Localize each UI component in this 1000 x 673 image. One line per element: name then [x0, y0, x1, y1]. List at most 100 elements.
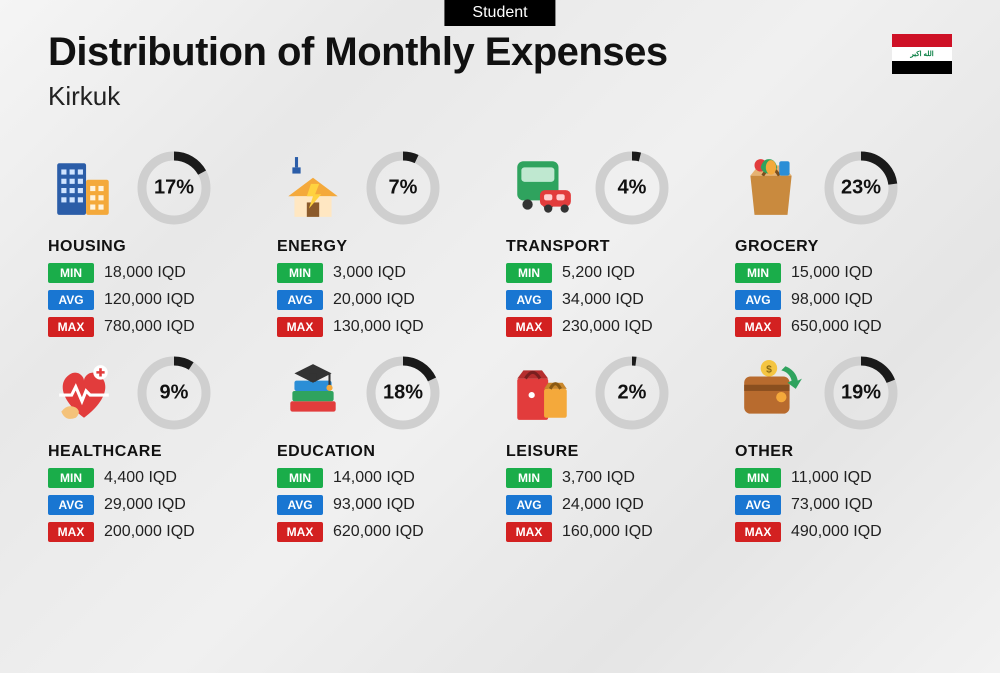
transport-icon — [506, 152, 578, 224]
max-label: MAX — [277, 317, 323, 337]
percent-value: 18% — [383, 382, 423, 405]
min-label: MIN — [735, 468, 781, 488]
min-label: MIN — [506, 468, 552, 488]
max-value: 160,000 IQD — [562, 523, 653, 541]
badge: Student — [444, 0, 555, 26]
stat-avg: AVG 29,000 IQD — [48, 495, 265, 515]
avg-value: 120,000 IQD — [104, 291, 195, 309]
min-value: 5,200 IQD — [562, 264, 635, 282]
stat-avg: AVG 98,000 IQD — [735, 290, 952, 310]
stat-min: MIN 14,000 IQD — [277, 468, 494, 488]
min-label: MIN — [48, 263, 94, 283]
min-label: MIN — [277, 263, 323, 283]
avg-value: 24,000 IQD — [562, 496, 644, 514]
stat-avg: AVG 120,000 IQD — [48, 290, 265, 310]
stat-min: MIN 15,000 IQD — [735, 263, 952, 283]
category-card-transport: 4% TRANSPORT MIN 5,200 IQD AVG 34,000 IQ… — [506, 150, 723, 337]
avg-label: AVG — [506, 290, 552, 310]
category-name: ENERGY — [277, 238, 494, 256]
stat-avg: AVG 24,000 IQD — [506, 495, 723, 515]
percent-donut: 7% — [365, 150, 441, 226]
stat-avg: AVG 34,000 IQD — [506, 290, 723, 310]
stat-max: MAX 620,000 IQD — [277, 522, 494, 542]
min-label: MIN — [735, 263, 781, 283]
max-label: MAX — [506, 522, 552, 542]
max-value: 490,000 IQD — [791, 523, 882, 541]
flag-icon: الله اكبر — [892, 34, 952, 74]
percent-donut: 17% — [136, 150, 212, 226]
category-name: TRANSPORT — [506, 238, 723, 256]
avg-value: 98,000 IQD — [791, 291, 873, 309]
stat-min: MIN 3,000 IQD — [277, 263, 494, 283]
percent-value: 19% — [841, 382, 881, 405]
category-card-housing: 17% HOUSING MIN 18,000 IQD AVG 120,000 I… — [48, 150, 265, 337]
avg-label: AVG — [277, 495, 323, 515]
other-icon: $ — [735, 357, 807, 429]
stat-max: MAX 200,000 IQD — [48, 522, 265, 542]
max-value: 650,000 IQD — [791, 318, 882, 336]
max-label: MAX — [48, 317, 94, 337]
max-value: 200,000 IQD — [104, 523, 195, 541]
stat-max: MAX 780,000 IQD — [48, 317, 265, 337]
stat-avg: AVG 73,000 IQD — [735, 495, 952, 515]
stat-avg: AVG 20,000 IQD — [277, 290, 494, 310]
avg-label: AVG — [48, 495, 94, 515]
max-label: MAX — [277, 522, 323, 542]
avg-value: 34,000 IQD — [562, 291, 644, 309]
category-card-other: $ 19% OTHER MIN 11,000 IQD AVG 73,000 IQ… — [735, 355, 952, 542]
stat-max: MAX 490,000 IQD — [735, 522, 952, 542]
category-name: LEISURE — [506, 443, 723, 461]
percent-donut: 4% — [594, 150, 670, 226]
avg-label: AVG — [48, 290, 94, 310]
percent-donut: 9% — [136, 355, 212, 431]
category-name: GROCERY — [735, 238, 952, 256]
category-name: HEALTHCARE — [48, 443, 265, 461]
category-card-education: 18% EDUCATION MIN 14,000 IQD AVG 93,000 … — [277, 355, 494, 542]
category-name: HOUSING — [48, 238, 265, 256]
min-label: MIN — [48, 468, 94, 488]
avg-label: AVG — [277, 290, 323, 310]
page-title: Distribution of Monthly Expenses — [48, 30, 952, 75]
percent-value: 4% — [618, 177, 647, 200]
svg-text:$: $ — [766, 364, 772, 375]
category-name: EDUCATION — [277, 443, 494, 461]
percent-value: 9% — [160, 382, 189, 405]
stat-min: MIN 3,700 IQD — [506, 468, 723, 488]
percent-donut: 23% — [823, 150, 899, 226]
percent-value: 2% — [618, 382, 647, 405]
avg-label: AVG — [735, 290, 781, 310]
avg-label: AVG — [735, 495, 781, 515]
healthcare-icon — [48, 357, 120, 429]
categories-grid: 17% HOUSING MIN 18,000 IQD AVG 120,000 I… — [0, 122, 1000, 542]
min-value: 3,700 IQD — [562, 469, 635, 487]
stat-max: MAX 130,000 IQD — [277, 317, 494, 337]
max-label: MAX — [735, 317, 781, 337]
stat-min: MIN 18,000 IQD — [48, 263, 265, 283]
avg-label: AVG — [506, 495, 552, 515]
page-subtitle: Kirkuk — [48, 81, 952, 112]
stat-max: MAX 650,000 IQD — [735, 317, 952, 337]
min-value: 15,000 IQD — [791, 264, 873, 282]
min-label: MIN — [506, 263, 552, 283]
percent-value: 7% — [389, 177, 418, 200]
housing-icon — [48, 152, 120, 224]
stat-min: MIN 11,000 IQD — [735, 468, 952, 488]
category-card-energy: 7% ENERGY MIN 3,000 IQD AVG 20,000 IQD M… — [277, 150, 494, 337]
stat-max: MAX 160,000 IQD — [506, 522, 723, 542]
category-card-leisure: 2% LEISURE MIN 3,700 IQD AVG 24,000 IQD … — [506, 355, 723, 542]
avg-value: 73,000 IQD — [791, 496, 873, 514]
max-label: MAX — [506, 317, 552, 337]
percent-value: 23% — [841, 177, 881, 200]
min-value: 4,400 IQD — [104, 469, 177, 487]
stat-min: MIN 4,400 IQD — [48, 468, 265, 488]
max-label: MAX — [735, 522, 781, 542]
stat-avg: AVG 93,000 IQD — [277, 495, 494, 515]
percent-donut: 19% — [823, 355, 899, 431]
education-icon — [277, 357, 349, 429]
min-value: 11,000 IQD — [791, 469, 872, 487]
min-value: 18,000 IQD — [104, 264, 186, 282]
stat-max: MAX 230,000 IQD — [506, 317, 723, 337]
energy-icon — [277, 152, 349, 224]
percent-value: 17% — [154, 177, 194, 200]
category-name: OTHER — [735, 443, 952, 461]
